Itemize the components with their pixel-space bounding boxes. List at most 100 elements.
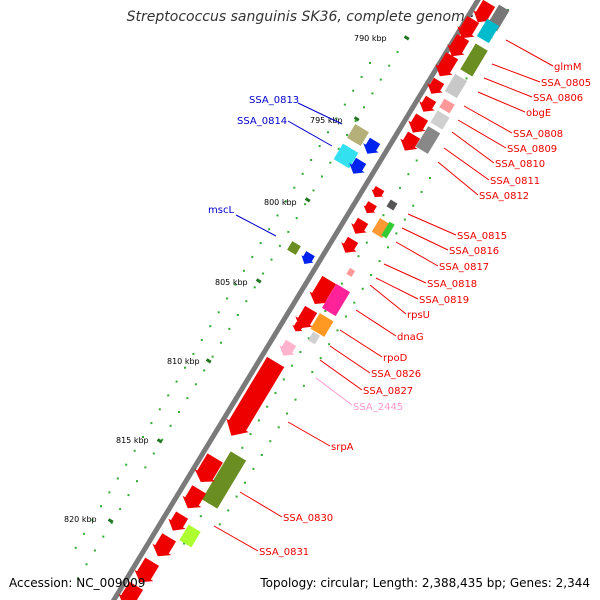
gene-cds-a7[interactable] [396, 130, 422, 156]
gene-label[interactable]: rpoD [383, 353, 408, 364]
callout-SSA_0814 [287, 120, 333, 147]
gene-SSA_0805[interactable] [476, 18, 500, 44]
gene-cds-a3[interactable] [431, 51, 461, 82]
gene-cds-a6[interactable] [404, 112, 430, 138]
gene-rpsU[interactable] [346, 267, 356, 277]
gene-label[interactable]: SSA_0816 [449, 246, 499, 257]
callout-SSA_0809 [457, 119, 507, 149]
gene-label[interactable]: mscL [208, 205, 234, 216]
gene-SSA_0831[interactable] [179, 524, 201, 548]
gene-srpA[interactable] [220, 355, 287, 442]
gene-label[interactable]: SSA_0806 [533, 93, 583, 104]
tick-dot [269, 440, 272, 443]
tick-dot [329, 161, 332, 164]
tick-dot [379, 78, 382, 81]
gene-dnaG[interactable] [305, 274, 338, 309]
tick-dot [399, 186, 401, 189]
tick-dot [343, 103, 346, 106]
callout-SSA_0805 [491, 63, 541, 83]
gene-label[interactable]: SSA_0812 [479, 191, 529, 202]
gene-SSA_0814[interactable] [333, 143, 359, 169]
tick-dot [270, 258, 273, 261]
gene-features [114, 0, 510, 600]
gene-label[interactable]: SSA_2445 [353, 402, 403, 413]
tick-dot [203, 369, 206, 372]
gene-lower-red-3[interactable] [164, 510, 190, 536]
gene-label[interactable]: SSA_0830 [283, 513, 333, 524]
gene-glmM[interactable] [469, 0, 497, 27]
tick-dot [294, 398, 297, 401]
gene-label[interactable]: SSA_0819 [419, 295, 469, 306]
tick-dot [337, 147, 340, 150]
gene-SSA_0817-green [381, 221, 395, 239]
tick-dot [260, 454, 263, 456]
tick-dot [276, 214, 279, 217]
tick-dot [242, 269, 245, 272]
gene-lower-red-4[interactable] [148, 532, 178, 562]
gene-label[interactable]: SSA_0809 [507, 144, 557, 155]
tick-dot [320, 175, 323, 178]
gene-SSA_0806[interactable] [460, 43, 488, 77]
gene-lower-red-1[interactable] [191, 452, 226, 488]
gene-SSA_2445[interactable] [276, 338, 299, 360]
gene-SSA_0818[interactable] [348, 216, 371, 238]
gene-label[interactable]: SSA_0805 [541, 78, 591, 89]
ruler-tick-805: 805 kbp [215, 278, 262, 287]
gene-label[interactable]: SSA_0831 [259, 547, 309, 558]
gene-label[interactable]: rpsU [407, 310, 430, 321]
gene-label[interactable]: SSA_0814 [237, 116, 287, 127]
gene-obgE[interactable] [444, 73, 468, 99]
gene-SSA_0813[interactable] [347, 124, 369, 146]
gene-label[interactable]: SSA_0808 [513, 129, 563, 140]
tick-dot [209, 325, 212, 328]
gene-rpoD[interactable] [310, 313, 334, 337]
gene-SSA_0826[interactable] [290, 320, 305, 334]
tick-dot [318, 145, 321, 148]
gene-label[interactable]: SSA_0817 [439, 262, 489, 273]
gene-SSA_0815[interactable] [369, 185, 386, 201]
tick-dot [169, 424, 172, 427]
gene-label[interactable]: glmM [554, 62, 582, 73]
gene-lower-red-2[interactable] [178, 484, 208, 514]
gene-label[interactable]: SSA_0815 [457, 231, 507, 242]
gene-label[interactable]: dnaG [397, 332, 424, 343]
gene-SSA_0819[interactable] [338, 235, 361, 257]
gene-SSA_0810[interactable] [415, 126, 441, 154]
gene-label[interactable]: srpA [331, 442, 354, 453]
tick-dot [352, 89, 355, 92]
gene-SSA_0808[interactable] [439, 98, 455, 114]
gene-lower-red-6[interactable] [114, 580, 145, 600]
tick-dot [175, 380, 178, 383]
callout-SSA_0827 [319, 359, 363, 391]
gene-label[interactable]: obgE [526, 108, 551, 119]
tick-dot [382, 214, 385, 217]
gene-SSA_0830[interactable] [201, 451, 247, 509]
tick-dot [241, 446, 244, 449]
gene-cds-a4[interactable] [424, 76, 447, 98]
tick-dot [74, 546, 77, 549]
gene-SSA_0809[interactable] [430, 110, 450, 130]
gene-cds-a2[interactable] [443, 32, 471, 61]
gene-label[interactable]: SSA_0811 [490, 176, 540, 187]
tick-dot [100, 505, 102, 508]
tick-dot [287, 230, 290, 233]
gene-lower-red-5[interactable] [130, 556, 161, 588]
gene-label[interactable]: SSA_0826 [371, 369, 421, 380]
ruler-label: 790 kbp [354, 34, 387, 43]
gene-mscL[interactable] [287, 241, 301, 255]
ruler-label: 800 kbp [264, 198, 297, 207]
gene-SSA_0816[interactable] [361, 200, 379, 217]
gene-label[interactable]: SSA_0813 [249, 95, 299, 106]
gene-cds-a5[interactable] [416, 94, 439, 116]
tick-dot [228, 327, 231, 330]
gene-label[interactable]: SSA_0818 [427, 279, 477, 290]
gene-label[interactable]: SSA_0827 [363, 386, 413, 397]
gene-SSA_0827[interactable] [307, 331, 321, 345]
ruler-tick-795: 795 kbp [310, 116, 360, 125]
gene-label[interactable]: SSA_0810 [495, 159, 545, 170]
callout-SSA_0830 [239, 491, 283, 518]
gene-cds-a1[interactable] [453, 14, 481, 43]
gene-SSA_0817[interactable] [371, 218, 391, 238]
tick-dot [158, 408, 161, 411]
